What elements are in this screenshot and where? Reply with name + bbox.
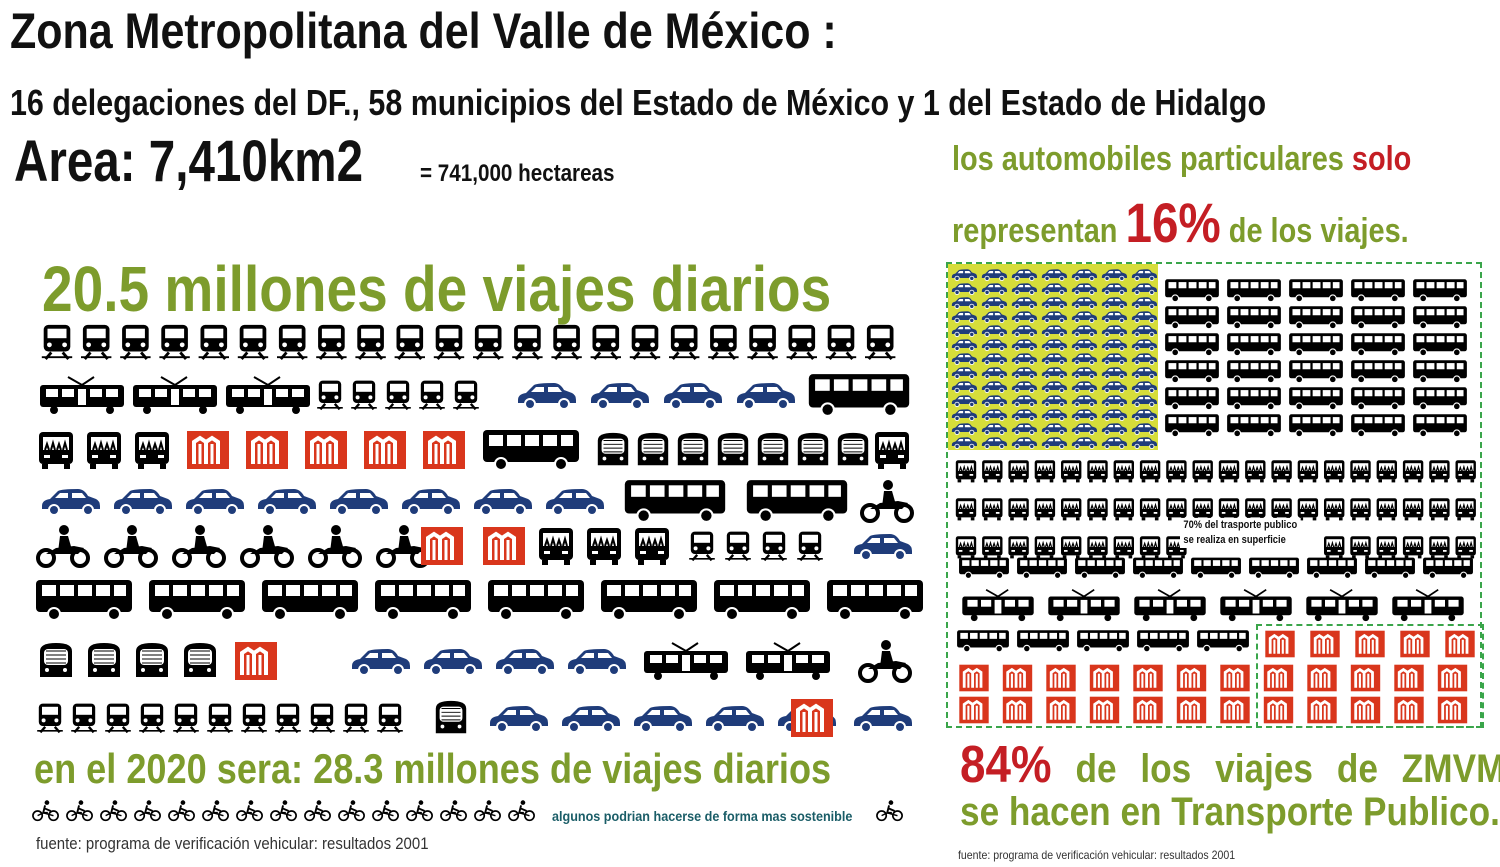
public-transport-percentage: 84% (960, 736, 1052, 794)
cars-statement-line2: representan 16% de los viajes. (952, 190, 1409, 255)
metro-share-box (1256, 624, 1484, 728)
cars-text-a: los automobiles particulares (952, 140, 1352, 178)
page-title: Zona Metropolitana del Valle de México : (10, 3, 837, 59)
cars-text-represent: representan (952, 212, 1126, 250)
surface-transport-note: 70% del trasporte publico se realiza en s… (1180, 518, 1301, 548)
cars-text-solo: solo (1351, 140, 1412, 178)
note70-line1: 70% del trasporte publico (1183, 519, 1298, 531)
cars-percentage: 16% (1125, 191, 1221, 254)
sustainable-note: algunos podrian hacerse de forma mas sos… (552, 808, 853, 824)
daily-trips-heading: 20.5 millones de viajes diarios (42, 253, 832, 325)
hectares-figure: = 741,000 hectareas (420, 160, 615, 187)
page-subtitle: 16 delegaciones del DF., 58 municipios d… (10, 82, 1267, 123)
note70-line2: se realiza en superficie (1183, 534, 1286, 546)
transport-share-box (946, 262, 1482, 728)
cars-text-trips: de los viajes. (1220, 212, 1409, 250)
source-right: fuente: programa de verificación vehicul… (958, 848, 1236, 862)
public-transport-text: de los viajes de ZMVM (1075, 747, 1500, 791)
future-trips-heading: en el 2020 sera: 28.3 millones de viajes… (34, 745, 832, 792)
cars-statement-line1: los automobiles particulares solo (952, 140, 1411, 179)
public-transport-line2: se hacen en Transporte Publico. (960, 790, 1500, 834)
public-transport-statement: 84% de los viajes de ZMVM (960, 735, 1500, 795)
source-left: fuente: programa de verificación vehicul… (36, 834, 429, 853)
area-figure: Area: 7,410km2 (14, 129, 364, 194)
